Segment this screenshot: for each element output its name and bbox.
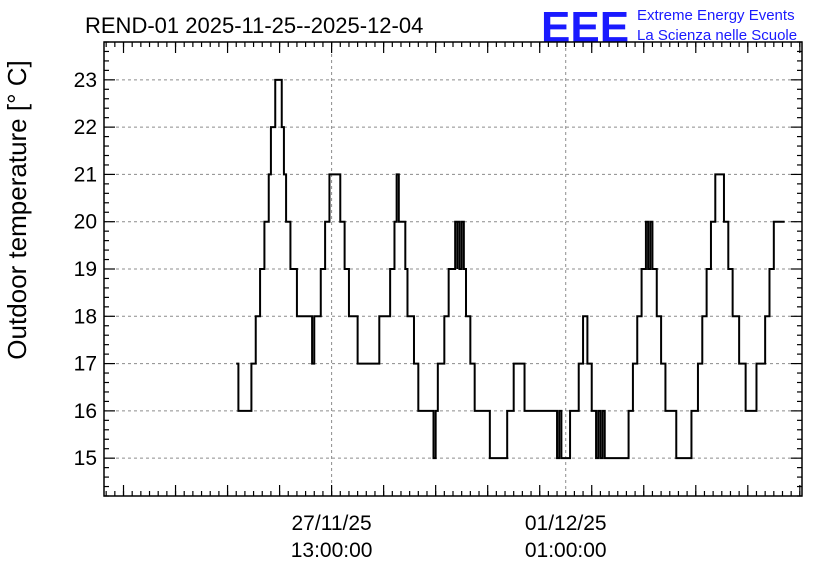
logo-mark: EEE xyxy=(541,3,629,52)
y-tick-label: 18 xyxy=(74,305,97,328)
y-tick-label: 21 xyxy=(74,163,97,186)
gridlines xyxy=(104,42,802,496)
y-axis-label: Outdoor temperature [° C] xyxy=(2,60,32,359)
y-tick-label: 20 xyxy=(74,211,97,234)
eee-logo: EEE Extreme Energy Events La Scienza nel… xyxy=(541,3,797,52)
y-tick-label: 15 xyxy=(74,447,97,470)
y-tick-label: 17 xyxy=(74,353,97,376)
tick-labels: 15 16 17 18 19 20 21 22 23 27/11/25 13:00:00 01/12/… xyxy=(74,69,607,562)
logo-line-2: La Scienza nelle Scuole xyxy=(637,27,797,44)
y-tick-label: 16 xyxy=(74,400,97,423)
axis-ticks xyxy=(104,41,802,497)
x-tick-label-date: 27/11/25 xyxy=(292,512,372,535)
x-tick-label-time: 13:00:00 xyxy=(291,539,373,562)
y-tick-label: 23 xyxy=(74,69,97,92)
x-tick-label-date: 01/12/25 xyxy=(525,512,607,535)
y-tick-label: 19 xyxy=(74,258,97,281)
temperature-series-line xyxy=(236,78,785,460)
chart-title: REND-01 2025-11-25--2025-12-04 xyxy=(85,13,423,38)
plot-frame xyxy=(103,41,803,497)
y-tick-label: 22 xyxy=(74,116,97,139)
x-tick-label-time: 01:00:00 xyxy=(525,539,607,562)
logo-line-1: Extreme Energy Events xyxy=(637,7,795,24)
